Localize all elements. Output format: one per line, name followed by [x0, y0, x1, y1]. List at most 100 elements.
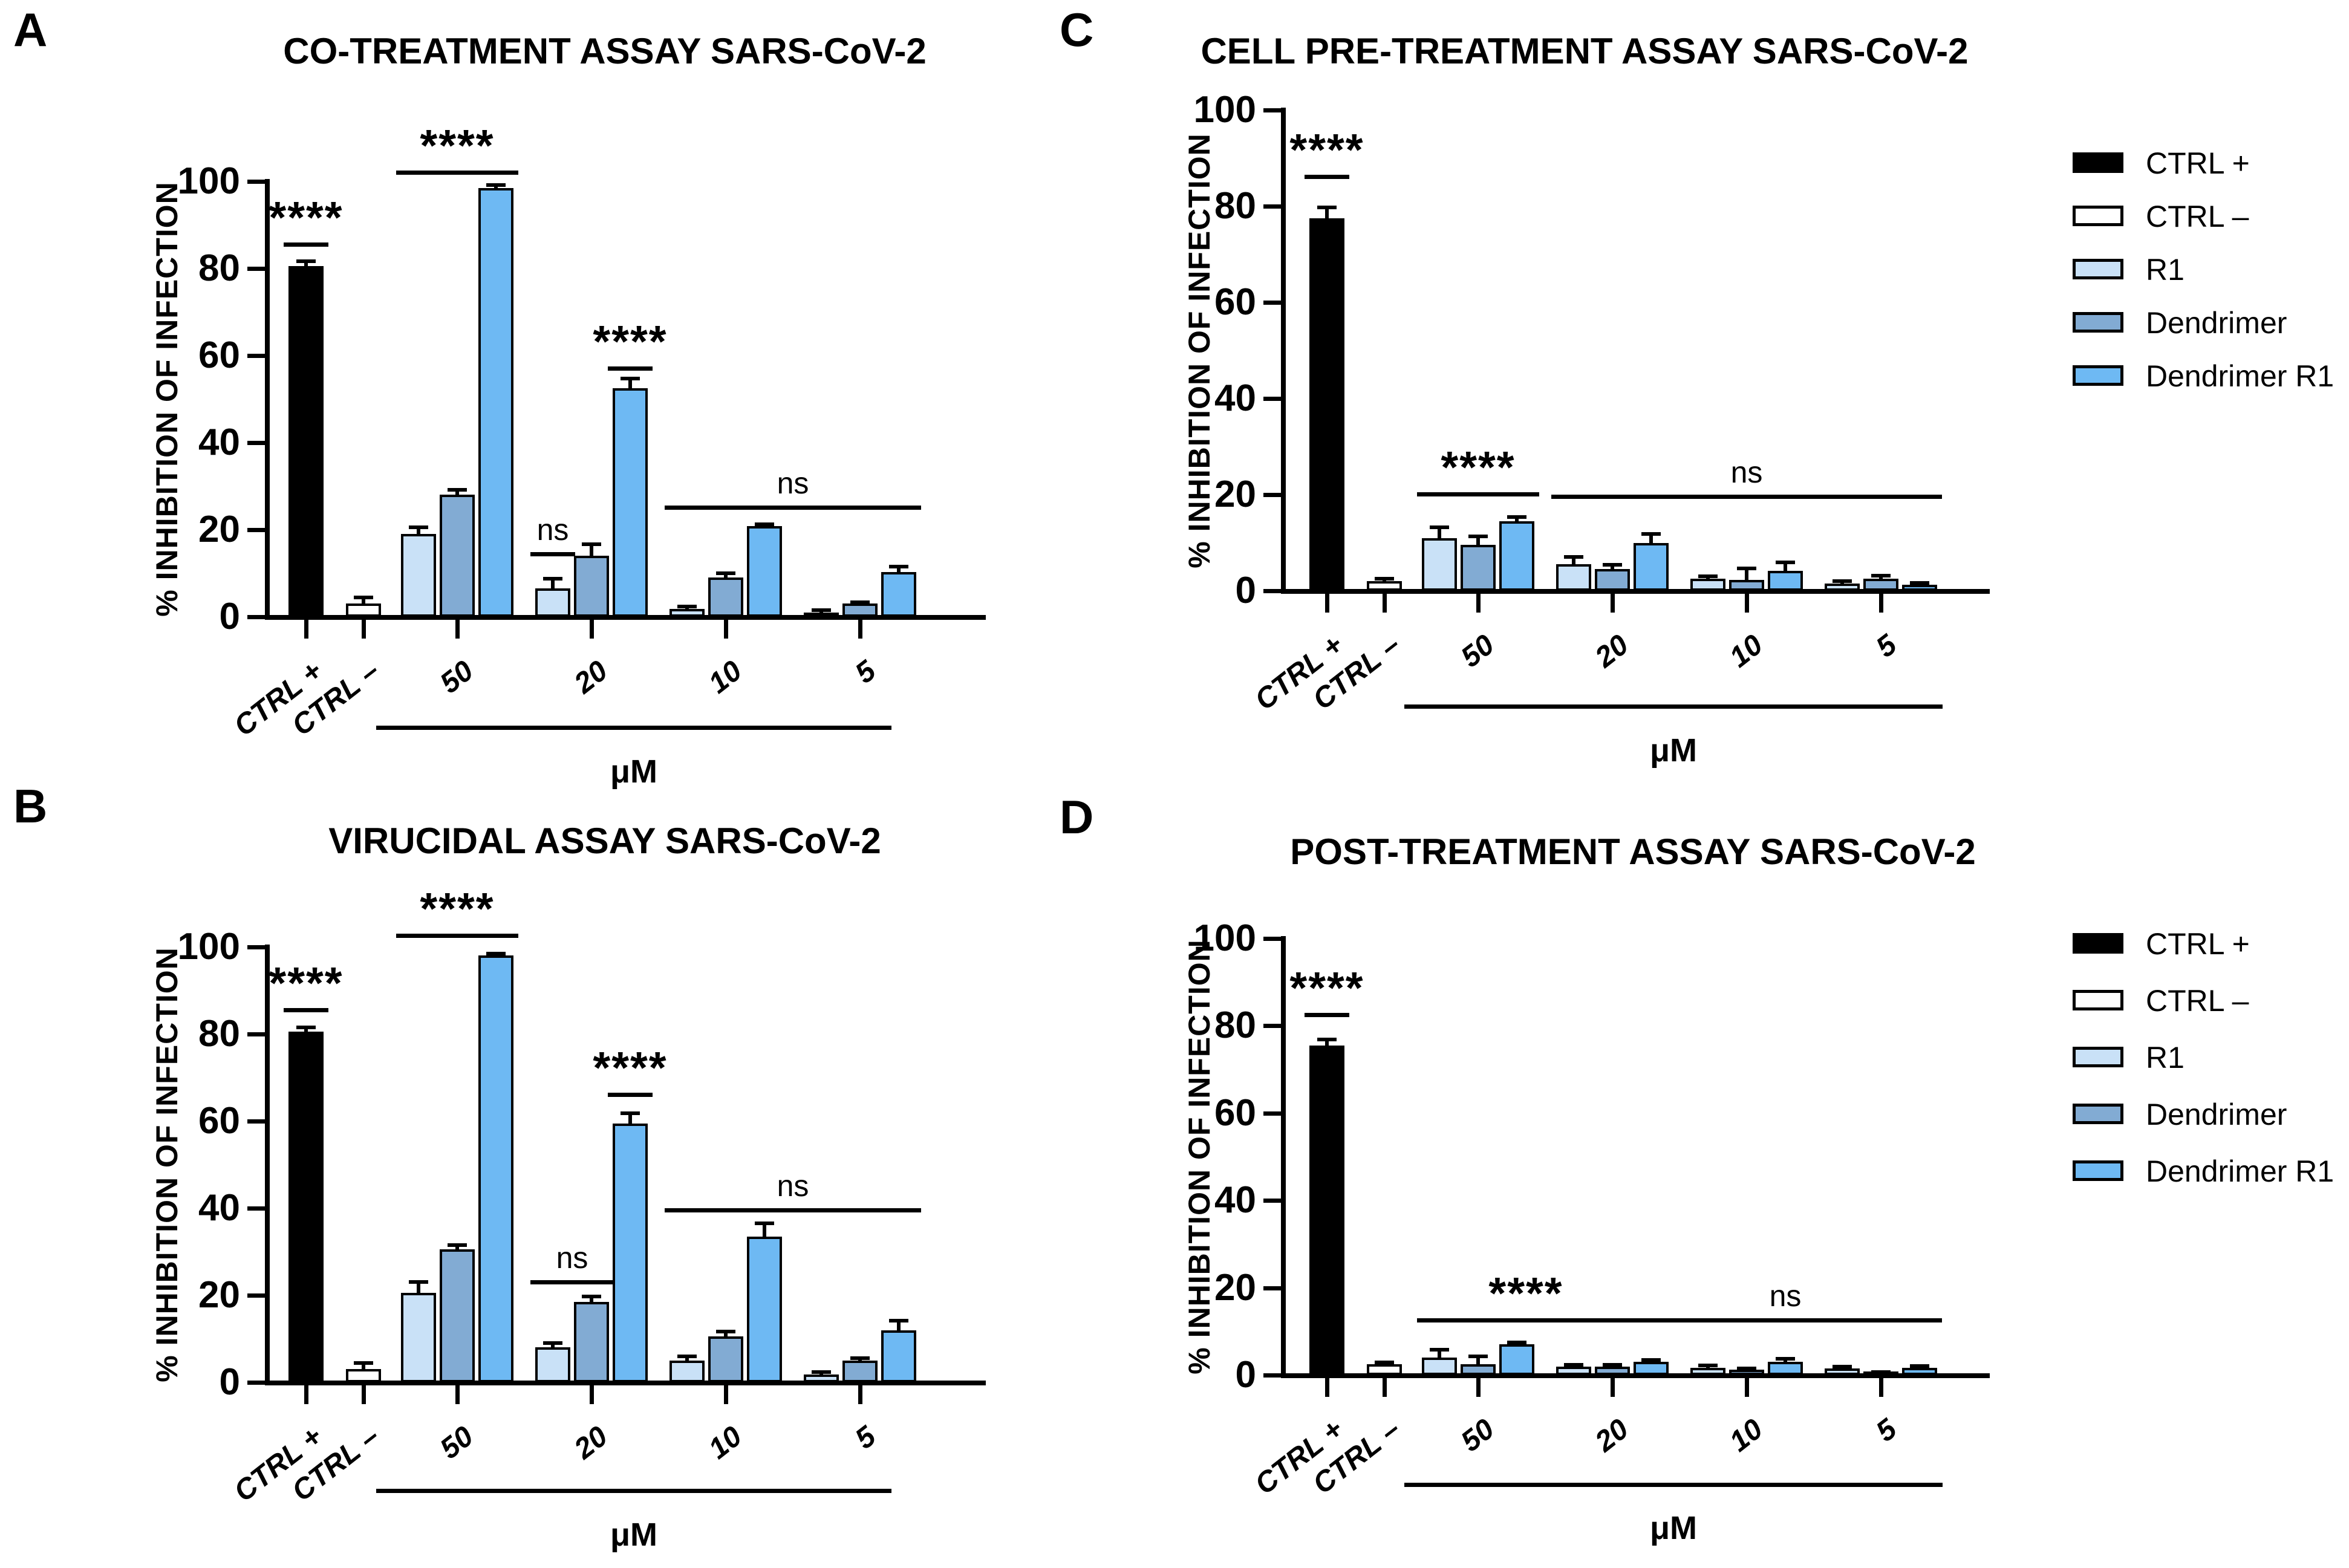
error-bar	[1784, 562, 1787, 572]
bar-dendrimer-r1	[613, 388, 648, 617]
x-category-label: 20	[1589, 628, 1635, 674]
x-category-label: 20	[568, 654, 614, 700]
bar-dendrimer-r1	[1499, 1344, 1534, 1375]
panel-c-letter: C	[1060, 3, 1094, 56]
bar-dendrimer-r1	[478, 187, 513, 617]
error-bar	[1649, 534, 1653, 544]
y-tick-label: 80	[198, 247, 240, 289]
error-bar-cap	[889, 565, 908, 569]
y-tick	[247, 180, 266, 184]
error-bar	[897, 1320, 901, 1332]
x-tick	[362, 1385, 366, 1404]
y-tick-label: 0	[1235, 1354, 1256, 1396]
error-bar-cap	[621, 377, 640, 381]
um-bracket-line	[376, 1489, 891, 1493]
significance-line	[608, 366, 653, 371]
bar-dendrimer	[1595, 569, 1630, 591]
y-tick-label: 100	[1193, 917, 1256, 959]
x-tick	[724, 619, 728, 639]
significance-line	[665, 1208, 921, 1212]
bar-ctrl	[288, 266, 324, 617]
error-bar-cap	[543, 1341, 562, 1345]
legend-label: CTRL +	[2146, 927, 2250, 961]
y-tick-label: 40	[198, 1187, 240, 1229]
legend-swatch-dendrimer	[2073, 1104, 2123, 1124]
error-bar-cap	[1641, 1358, 1661, 1362]
x-tick	[1745, 593, 1749, 613]
x-tick	[455, 1385, 460, 1404]
error-bar-cap	[1375, 1361, 1394, 1365]
error-bar-cap	[1641, 532, 1661, 536]
error-bar	[1745, 568, 1748, 581]
error-bar-cap	[582, 1295, 601, 1299]
error-bar	[551, 1343, 555, 1349]
bar-r1	[535, 588, 570, 617]
panel-c-x-unit: μM	[1649, 732, 1698, 769]
error-bar	[551, 579, 555, 590]
error-bar-cap	[354, 1361, 373, 1365]
error-bar	[1879, 575, 1883, 581]
x-tick	[1476, 1378, 1481, 1397]
significance-line	[1417, 492, 1539, 497]
significance-line	[530, 552, 575, 557]
error-bar-cap	[1833, 1365, 1852, 1369]
x-category-label: 20	[568, 1420, 614, 1466]
error-bar-cap	[677, 604, 697, 608]
error-bar	[494, 185, 498, 189]
legend-swatch-dendrimer-r1	[2073, 365, 2123, 386]
legend-label: CTRL –	[2146, 200, 2249, 233]
x-category-label: 10	[1723, 1413, 1769, 1459]
y-tick	[1263, 204, 1282, 209]
x-category-label: 10	[1723, 628, 1769, 674]
error-bar-cap	[448, 1243, 467, 1248]
panel-b-letter: B	[13, 779, 48, 833]
error-bar-cap	[296, 259, 316, 263]
x-tick	[455, 619, 460, 639]
error-bar	[1476, 536, 1480, 547]
x-category-label: 5	[1870, 628, 1903, 664]
bar-dendrimer-r1	[747, 526, 782, 617]
significance-line	[396, 934, 518, 939]
error-bar-cap	[850, 1356, 870, 1361]
bar-dendrimer-r1	[478, 955, 513, 1382]
error-bar-cap	[486, 183, 506, 187]
legend-label: CTRL –	[2146, 984, 2249, 1018]
error-bar-cap	[621, 1111, 640, 1116]
error-bar	[362, 1362, 365, 1371]
significance-label: ns	[777, 466, 809, 501]
x-category-label: 5	[1870, 1413, 1903, 1448]
y-tick-label: 60	[198, 334, 240, 376]
legend-swatch-r1	[2073, 259, 2123, 279]
legend-swatch-ctrl	[2073, 933, 2123, 954]
x-tick	[304, 619, 308, 639]
bar-dendrimer	[842, 1361, 878, 1382]
error-bar-cap	[1776, 1357, 1795, 1361]
y-tick-label: 100	[177, 926, 240, 968]
x-tick	[362, 619, 366, 639]
significance-label: ns	[1769, 1279, 1802, 1313]
um-bracket-line	[376, 726, 891, 730]
significance-label: ****	[1289, 962, 1364, 1013]
bar-dendrimer-r1	[747, 1236, 782, 1382]
error-bar	[1325, 207, 1329, 220]
y-tick-label: 80	[198, 1013, 240, 1055]
x-category-label: 5	[849, 1420, 882, 1456]
y-tick	[1263, 1024, 1282, 1029]
x-category-label: 20	[1589, 1413, 1635, 1459]
significance-line	[396, 171, 518, 175]
error-bar	[1438, 1350, 1441, 1359]
y-axis	[265, 945, 270, 1385]
x-tick	[1383, 593, 1387, 613]
error-bar-cap	[716, 1329, 735, 1333]
y-tick-label: 80	[1214, 185, 1256, 227]
error-bar-cap	[1430, 525, 1449, 530]
error-bar	[628, 379, 632, 389]
y-tick	[247, 1032, 266, 1036]
y-tick	[247, 528, 266, 532]
bar-ctrl	[1309, 218, 1344, 591]
x-tick	[1325, 593, 1329, 613]
y-axis	[1281, 936, 1286, 1378]
error-bar-cap	[1910, 1364, 1929, 1368]
y-tick-label: 100	[1193, 89, 1256, 131]
